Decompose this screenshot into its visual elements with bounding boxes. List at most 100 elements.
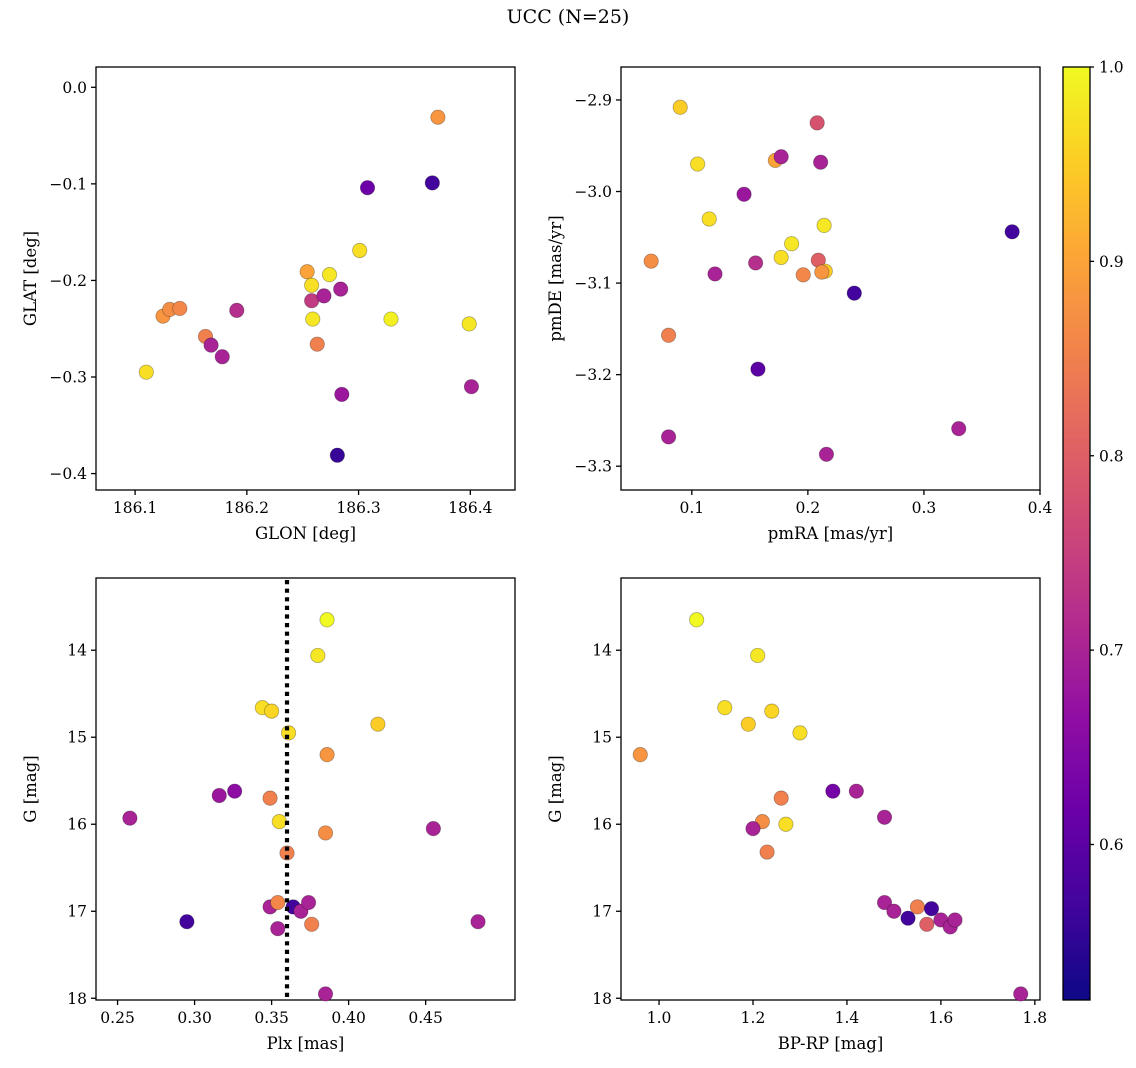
axes-frame — [95, 577, 516, 1001]
scatter-point — [750, 361, 766, 377]
x-tick-label: 186.1 — [113, 499, 157, 517]
scatter-point — [264, 703, 280, 719]
scatter-point — [951, 421, 967, 437]
y-tick-label: −3.2 — [574, 366, 612, 384]
scatter-point — [470, 914, 486, 930]
axes-frame — [620, 66, 1041, 491]
scatter-point — [947, 912, 963, 928]
x-tick-label: 1.8 — [1023, 1009, 1048, 1027]
scatter-point — [745, 820, 761, 837]
scatter-point — [707, 266, 723, 282]
panel-pmra-pmde: 0.1 0.2 0.3 0.4 −2.9 −3.0 −3.1 −3.2 −3.3 pmRA [ma… — [546, 66, 1053, 543]
scatter-point — [229, 302, 245, 318]
x-tick-label: 0.3 — [912, 499, 937, 517]
scatter-point — [271, 814, 287, 830]
x-axis-label: Plx [mas] — [267, 1034, 345, 1053]
y-tick-label: −0.2 — [49, 272, 87, 290]
y-tick-label: 14 — [67, 642, 87, 660]
scatter-point — [310, 647, 326, 664]
scatter-point — [461, 316, 477, 332]
scatter-point — [672, 99, 688, 115]
scatter-point — [333, 281, 349, 297]
scatter-point — [825, 783, 841, 799]
y-tick-label: −3.0 — [574, 183, 612, 201]
scatter-point — [319, 612, 335, 628]
y-tick-label: −0.3 — [49, 369, 87, 387]
y-axis-label: G [mag] — [21, 755, 40, 822]
scatter-point — [424, 175, 440, 191]
scatter-point — [909, 899, 926, 915]
scatter-point — [309, 336, 325, 352]
x-tick-label: 0.45 — [408, 1009, 443, 1027]
x-tick-label: 1.4 — [835, 1009, 860, 1027]
colorbar-tick-label: 0.9 — [1099, 253, 1124, 271]
x-tick-label: 0.2 — [796, 499, 821, 517]
x-tick-label: 0.4 — [1028, 499, 1053, 517]
x-tick-label: 0.1 — [679, 499, 704, 517]
scatter-point — [778, 816, 794, 832]
scatter-point — [813, 154, 829, 170]
scatter-point — [848, 783, 864, 799]
scatter-point — [172, 300, 188, 317]
scatter-point — [359, 180, 376, 196]
x-tick-label: 0.30 — [177, 1009, 212, 1027]
scatter-point — [900, 910, 916, 926]
scatter-point — [383, 311, 399, 327]
panel-bprp-g: 1.0 1.2 1.4 1.6 1.8 14 15 16 17 18 BP-RP [mag] G [m… — [546, 577, 1048, 1053]
scatter-point — [748, 255, 764, 271]
scatter-point — [717, 700, 733, 716]
scatter-point — [370, 716, 386, 732]
x-tick-label: 0.35 — [254, 1009, 289, 1027]
scatter-point — [305, 311, 321, 327]
x-tick-label: 1.0 — [647, 1009, 672, 1027]
scatter-point — [319, 747, 335, 763]
y-axis-label: GLAT [deg] — [21, 231, 40, 326]
scatter-point — [876, 894, 893, 911]
scatter-point — [632, 747, 648, 763]
scatter-point — [321, 267, 338, 283]
scatter-point — [270, 894, 286, 911]
panel-glon-glat: 186.1 186.2 186.3 186.4 0.0 −0.1 −0.2 −0.3 −0.4 G… — [21, 66, 516, 543]
colorbar-tick-label: 0.8 — [1099, 447, 1124, 465]
y-tick-label: 16 — [592, 816, 612, 834]
figure-title: UCC (N=25) — [506, 6, 630, 28]
y-tick-label: 17 — [67, 903, 87, 921]
y-tick-label: −3.1 — [574, 275, 612, 293]
scatter-point — [299, 264, 315, 280]
scatter-point — [689, 612, 705, 628]
x-tick-label: 0.25 — [100, 1009, 135, 1027]
scatter-point — [317, 986, 334, 1002]
y-tick-label: 16 — [67, 816, 87, 834]
y-tick-label: 14 — [592, 642, 612, 660]
scatter-point — [122, 810, 138, 826]
x-tick-label: 1.6 — [929, 1009, 954, 1027]
y-tick-label: 17 — [592, 903, 612, 921]
scatter-point — [701, 211, 717, 227]
colorbar-tick-label: 0.6 — [1099, 836, 1124, 854]
y-axis-label: G [mag] — [546, 755, 565, 822]
scatter-point — [214, 349, 230, 365]
scatter-point — [736, 186, 752, 202]
scatter-point — [304, 277, 320, 293]
x-tick-label: 0.40 — [331, 1009, 366, 1027]
scatter-point — [759, 844, 775, 860]
scatter-point — [138, 364, 154, 380]
scatter-point — [795, 267, 811, 283]
scatter-point — [317, 825, 334, 841]
scatter-point — [784, 236, 800, 252]
y-tick-label: 15 — [67, 729, 87, 747]
x-tick-label: 186.2 — [225, 499, 269, 517]
scatter-point — [816, 217, 832, 233]
panel-plx-g: 0.25 0.30 0.35 0.40 0.45 14 15 16 17 18 Plx [mas] G… — [21, 577, 516, 1053]
scatter-point — [463, 379, 480, 395]
colorbar: 1.0 0.9 0.8 0.7 0.6 — [1062, 59, 1124, 1001]
x-axis-label: BP-RP [mag] — [778, 1034, 884, 1053]
scatter-point — [203, 337, 219, 353]
scatter-point — [300, 894, 317, 911]
scatter-point — [1004, 224, 1020, 240]
x-tick-label: 1.2 — [741, 1009, 766, 1027]
colorbar-gradient — [1062, 66, 1091, 1001]
x-tick-label: 186.3 — [336, 499, 380, 517]
scatter-point — [660, 327, 677, 343]
